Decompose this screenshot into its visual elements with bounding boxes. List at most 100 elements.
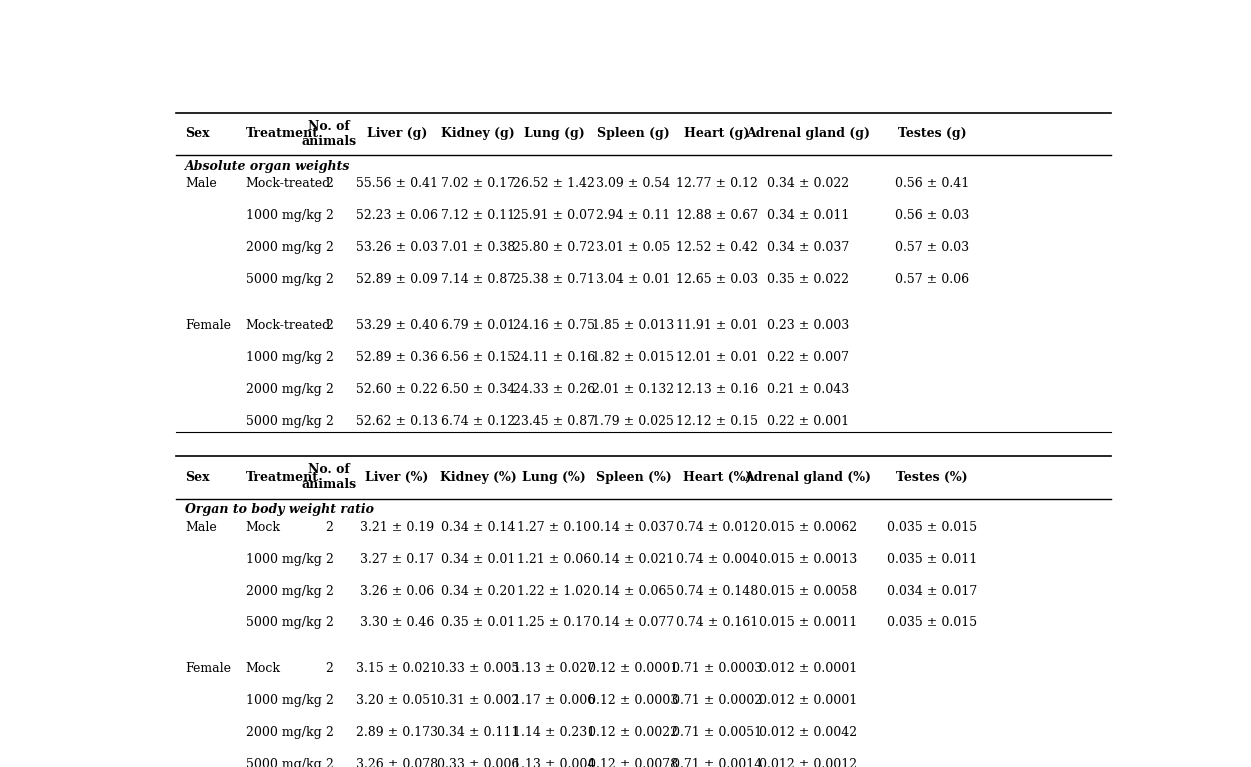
Text: 2: 2 [325, 521, 333, 534]
Text: 0.34 ± 0.01: 0.34 ± 0.01 [442, 553, 515, 565]
Text: 2: 2 [325, 383, 333, 396]
Text: 1.85 ± 0.013: 1.85 ± 0.013 [592, 319, 674, 332]
Text: 6.56 ± 0.15: 6.56 ± 0.15 [442, 351, 515, 364]
Text: Absolute organ weights: Absolute organ weights [185, 160, 350, 173]
Text: 0.12 ± 0.0078: 0.12 ± 0.0078 [588, 758, 678, 767]
Text: 0.015 ± 0.0058: 0.015 ± 0.0058 [759, 584, 857, 597]
Text: 0.012 ± 0.0012: 0.012 ± 0.0012 [759, 758, 857, 767]
Text: 2: 2 [325, 177, 333, 190]
Text: 3.15 ± 0.021: 3.15 ± 0.021 [355, 663, 438, 676]
Text: 0.71 ± 0.0014: 0.71 ± 0.0014 [672, 758, 762, 767]
Text: 12.12 ± 0.15: 12.12 ± 0.15 [676, 415, 758, 428]
Text: 12.77 ± 0.12: 12.77 ± 0.12 [676, 177, 758, 190]
Text: Spleen (g): Spleen (g) [597, 127, 669, 140]
Text: 6.50 ± 0.34: 6.50 ± 0.34 [442, 383, 515, 396]
Text: Sex: Sex [185, 127, 210, 140]
Text: 3.30 ± 0.46: 3.30 ± 0.46 [359, 617, 434, 630]
Text: 5000 mg/kg: 5000 mg/kg [245, 758, 322, 767]
Text: 11.91 ± 0.01: 11.91 ± 0.01 [676, 319, 758, 332]
Text: 2: 2 [325, 617, 333, 630]
Text: 0.33 ± 0.005: 0.33 ± 0.005 [437, 663, 519, 676]
Text: 0.14 ± 0.065: 0.14 ± 0.065 [592, 584, 674, 597]
Text: 0.035 ± 0.011: 0.035 ± 0.011 [887, 553, 977, 565]
Text: 3.27 ± 0.17: 3.27 ± 0.17 [360, 553, 434, 565]
Text: Testes (g): Testes (g) [898, 127, 966, 140]
Text: Liver (g): Liver (g) [367, 127, 427, 140]
Text: 7.01 ± 0.38: 7.01 ± 0.38 [442, 241, 515, 254]
Text: 1.22 ± 1.02: 1.22 ± 1.02 [517, 584, 590, 597]
Text: 3.21 ± 0.19: 3.21 ± 0.19 [360, 521, 434, 534]
Text: 52.62 ± 0.13: 52.62 ± 0.13 [355, 415, 438, 428]
Text: Treatment: Treatment [245, 471, 319, 484]
Text: Sex: Sex [185, 471, 210, 484]
Text: 3.26 ± 0.078: 3.26 ± 0.078 [355, 758, 438, 767]
Text: 2000 mg/kg: 2000 mg/kg [245, 726, 322, 739]
Text: 12.13 ± 0.16: 12.13 ± 0.16 [676, 383, 758, 396]
Text: 2: 2 [325, 241, 333, 254]
Text: Lung (g): Lung (g) [523, 127, 584, 140]
Text: 12.65 ± 0.03: 12.65 ± 0.03 [676, 273, 758, 286]
Text: 53.26 ± 0.03: 53.26 ± 0.03 [355, 241, 438, 254]
Text: 0.74 ± 0.148: 0.74 ± 0.148 [676, 584, 758, 597]
Text: 1000 mg/kg: 1000 mg/kg [245, 209, 322, 222]
Text: 7.12 ± 0.11: 7.12 ± 0.11 [442, 209, 515, 222]
Text: 0.012 ± 0.0042: 0.012 ± 0.0042 [759, 726, 857, 739]
Text: 1000 mg/kg: 1000 mg/kg [245, 553, 322, 565]
Text: Mock-treated: Mock-treated [245, 319, 330, 332]
Text: Female: Female [185, 319, 231, 332]
Text: 2.01 ± 0.132: 2.01 ± 0.132 [592, 383, 674, 396]
Text: No. of
animals: No. of animals [301, 120, 357, 148]
Text: 1.14 ± 0.231: 1.14 ± 0.231 [513, 726, 595, 739]
Text: Mock: Mock [245, 521, 280, 534]
Text: 0.56 ± 0.41: 0.56 ± 0.41 [894, 177, 970, 190]
Text: 5000 mg/kg: 5000 mg/kg [245, 415, 322, 428]
Text: 3.09 ± 0.54: 3.09 ± 0.54 [597, 177, 671, 190]
Text: 52.89 ± 0.09: 52.89 ± 0.09 [355, 273, 438, 286]
Text: 0.012 ± 0.0001: 0.012 ± 0.0001 [759, 694, 857, 707]
Text: 2: 2 [325, 726, 333, 739]
Text: 2.89 ± 0.173: 2.89 ± 0.173 [355, 726, 438, 739]
Text: 1.13 ± 0.027: 1.13 ± 0.027 [513, 663, 595, 676]
Text: 55.56 ± 0.41: 55.56 ± 0.41 [355, 177, 438, 190]
Text: 3.26 ± 0.06: 3.26 ± 0.06 [360, 584, 434, 597]
Text: 24.33 ± 0.26: 24.33 ± 0.26 [513, 383, 595, 396]
Text: 1000 mg/kg: 1000 mg/kg [245, 351, 322, 364]
Text: 1.82 ± 0.015: 1.82 ± 0.015 [592, 351, 674, 364]
Text: Organ to body weight ratio: Organ to body weight ratio [185, 503, 374, 516]
Text: No. of
animals: No. of animals [301, 463, 357, 492]
Text: 0.012 ± 0.0001: 0.012 ± 0.0001 [759, 663, 857, 676]
Text: Treatment: Treatment [245, 127, 319, 140]
Text: Kidney (%): Kidney (%) [440, 471, 517, 484]
Text: 0.015 ± 0.0013: 0.015 ± 0.0013 [759, 553, 857, 565]
Text: 1.79 ± 0.025: 1.79 ± 0.025 [593, 415, 674, 428]
Text: 0.035 ± 0.015: 0.035 ± 0.015 [887, 617, 977, 630]
Text: 0.31 ± 0.002: 0.31 ± 0.002 [437, 694, 519, 707]
Text: 12.52 ± 0.42: 12.52 ± 0.42 [676, 241, 758, 254]
Text: 6.74 ± 0.12: 6.74 ± 0.12 [442, 415, 515, 428]
Text: 0.22 ± 0.001: 0.22 ± 0.001 [767, 415, 849, 428]
Text: 52.89 ± 0.36: 52.89 ± 0.36 [355, 351, 438, 364]
Text: 0.12 ± 0.0001: 0.12 ± 0.0001 [588, 663, 678, 676]
Text: 0.57 ± 0.03: 0.57 ± 0.03 [894, 241, 970, 254]
Text: 0.34 ± 0.011: 0.34 ± 0.011 [767, 209, 849, 222]
Text: 0.21 ± 0.043: 0.21 ± 0.043 [767, 383, 849, 396]
Text: 0.14 ± 0.037: 0.14 ± 0.037 [592, 521, 674, 534]
Text: 0.14 ± 0.077: 0.14 ± 0.077 [592, 617, 674, 630]
Text: 2: 2 [325, 553, 333, 565]
Text: 0.22 ± 0.007: 0.22 ± 0.007 [767, 351, 849, 364]
Text: 0.74 ± 0.004: 0.74 ± 0.004 [676, 553, 758, 565]
Text: 25.91 ± 0.07: 25.91 ± 0.07 [513, 209, 594, 222]
Text: Mock-treated: Mock-treated [245, 177, 330, 190]
Text: Female: Female [185, 663, 231, 676]
Text: 2: 2 [325, 273, 333, 286]
Text: Lung (%): Lung (%) [522, 471, 585, 484]
Text: 0.34 ± 0.14: 0.34 ± 0.14 [442, 521, 515, 534]
Text: 1.17 ± 0.006: 1.17 ± 0.006 [513, 694, 595, 707]
Text: 0.71 ± 0.0003: 0.71 ± 0.0003 [672, 663, 762, 676]
Text: 0.23 ± 0.003: 0.23 ± 0.003 [767, 319, 849, 332]
Text: 2: 2 [325, 415, 333, 428]
Text: Liver (%): Liver (%) [365, 471, 429, 484]
Text: 3.04 ± 0.01: 3.04 ± 0.01 [597, 273, 671, 286]
Text: 0.015 ± 0.0011: 0.015 ± 0.0011 [759, 617, 857, 630]
Text: 25.80 ± 0.72: 25.80 ± 0.72 [513, 241, 594, 254]
